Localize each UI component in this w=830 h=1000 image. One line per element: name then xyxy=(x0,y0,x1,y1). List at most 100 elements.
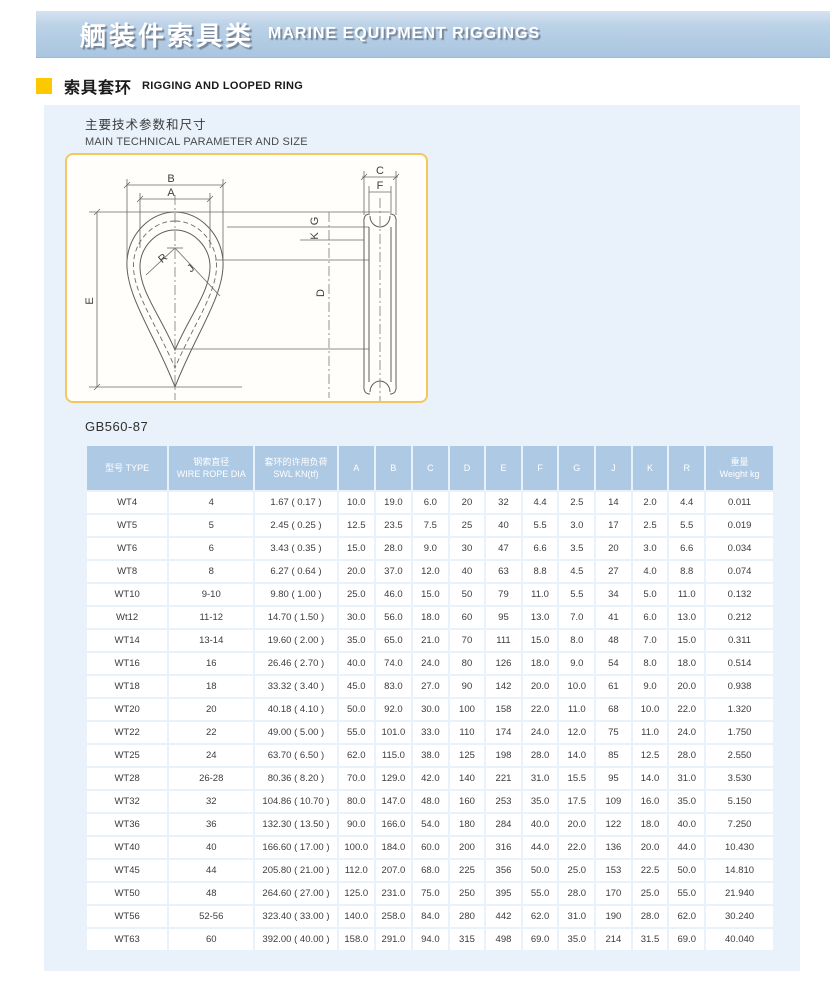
table-cell: 214 xyxy=(596,929,631,950)
table-cell: 95 xyxy=(486,607,521,628)
table-cell: 258.0 xyxy=(375,906,411,927)
table-cell: 95 xyxy=(596,768,631,789)
table-cell: 24.0 xyxy=(413,653,448,674)
page-banner: 舾装件索具类 MARINE EQUIPMENT RIGGINGS xyxy=(36,11,830,58)
table-row: WT45 44 205.80 ( 21.00 ) 112.0 207.0 68.0 225 3… xyxy=(87,860,773,881)
table-cell: 132.30 ( 13.50 ) xyxy=(255,814,337,835)
banner-title-en: MARINE EQUIPMENT RIGGINGS xyxy=(268,25,541,42)
table-cell: 284 xyxy=(486,814,521,835)
dim-label-b: B xyxy=(167,173,174,185)
table-cell: 221 xyxy=(486,768,521,789)
column-header: A xyxy=(338,446,374,490)
spec-table: 型号 TYPE 钢索直径 WIRE ROPE DIA 套环的许用负荷 SWL KN(tf… xyxy=(85,444,775,952)
table-cell: 11.0 xyxy=(522,584,558,605)
table-cell: 225 xyxy=(449,860,485,881)
table-cell: 28.0 xyxy=(559,883,595,904)
table-cell: Wt12 xyxy=(87,607,168,628)
table-cell: 0.011 xyxy=(706,492,773,513)
table-cell: 60 xyxy=(449,607,485,628)
table-cell: 22.0 xyxy=(559,837,595,858)
table-cell: 316 xyxy=(486,837,521,858)
table-cell: 80 xyxy=(449,653,485,674)
table-cell: 15.0 xyxy=(522,630,558,651)
table-cell: 54.0 xyxy=(413,814,448,835)
table-row: WT40 40 166.60 ( 17.00 ) 100.0 184.0 60.0 200 3… xyxy=(87,837,773,858)
table-cell: 35.0 xyxy=(522,791,558,812)
table-cell: 11.0 xyxy=(669,584,705,605)
table-cell: 25.0 xyxy=(338,584,374,605)
table-cell: 14 xyxy=(596,492,631,513)
table-cell: 18.0 xyxy=(413,607,448,628)
table-cell: 12.0 xyxy=(559,722,595,743)
table-cell: 94.0 xyxy=(413,929,448,950)
table-cell: 126 xyxy=(486,653,521,674)
table-cell: 12.5 xyxy=(632,745,668,766)
table-cell: WT25 xyxy=(87,745,168,766)
table-cell: WT40 xyxy=(87,837,168,858)
table-cell: 16 xyxy=(169,653,254,674)
table-cell: WT18 xyxy=(87,676,168,697)
table-row: WT4 4 1.67 ( 0.17 ) 10.0 19.0 6.0 20 32 4.4 2.5 14… xyxy=(87,492,773,513)
dim-label-j: J xyxy=(185,262,197,275)
dim-label-f: F xyxy=(377,180,384,192)
table-cell: 7.250 xyxy=(706,814,773,835)
section-title-en: RIGGING AND LOOPED RING xyxy=(142,80,304,92)
table-cell: 0.212 xyxy=(706,607,773,628)
table-cell: 40.0 xyxy=(669,814,705,835)
table-body: WT4 4 1.67 ( 0.17 ) 10.0 19.0 6.0 20 32 4.4 2.5 14… xyxy=(87,492,773,950)
table-cell: 122 xyxy=(596,814,631,835)
table-cell: 129.0 xyxy=(375,768,411,789)
table-cell: 30.0 xyxy=(413,699,448,720)
table-cell: 38.0 xyxy=(413,745,448,766)
table-cell: 109 xyxy=(596,791,631,812)
dim-label-c: C xyxy=(376,165,384,177)
table-cell: 3.5 xyxy=(559,538,595,559)
table-cell: 40.0 xyxy=(338,653,374,674)
table-cell: 32 xyxy=(169,791,254,812)
table-cell: 498 xyxy=(486,929,521,950)
table-cell: 83.0 xyxy=(375,676,411,697)
table-cell: 8.8 xyxy=(669,561,705,582)
table-cell: 69.0 xyxy=(669,929,705,950)
table-row: WT20 20 40.18 ( 4.10 ) 50.0 92.0 30.0 100 158 22… xyxy=(87,699,773,720)
table-cell: 44 xyxy=(169,860,254,881)
table-cell: 37.0 xyxy=(375,561,411,582)
table-cell: WT16 xyxy=(87,653,168,674)
table-cell: 80.0 xyxy=(338,791,374,812)
table-cell: 35.0 xyxy=(559,929,595,950)
table-cell: 92.0 xyxy=(375,699,411,720)
table-cell: WT4 xyxy=(87,492,168,513)
column-header: K xyxy=(632,446,668,490)
table-cell: 65.0 xyxy=(375,630,411,651)
table-cell: 112.0 xyxy=(338,860,374,881)
table-cell: 30 xyxy=(449,538,485,559)
table-cell: 140.0 xyxy=(338,906,374,927)
table-cell: 0.074 xyxy=(706,561,773,582)
table-cell: 8.0 xyxy=(632,653,668,674)
table-cell: 48.0 xyxy=(413,791,448,812)
table-cell: 60.0 xyxy=(413,837,448,858)
table-cell: 315 xyxy=(449,929,485,950)
table-row: WT5 5 2.45 ( 0.25 ) 12.5 23.5 7.5 25 40 5.5 3.0 17… xyxy=(87,515,773,536)
table-row: WT28 26-28 80.36 ( 8.20 ) 70.0 129.0 42.0 140 2… xyxy=(87,768,773,789)
table-cell: 22.5 xyxy=(632,860,668,881)
table-cell: 22.0 xyxy=(669,699,705,720)
table-cell: 4.4 xyxy=(669,492,705,513)
banner-title-zh: 舾装件索具类 xyxy=(80,20,255,51)
table-cell: 14.70 ( 1.50 ) xyxy=(255,607,337,628)
table-cell: WT63 xyxy=(87,929,168,950)
table-cell: 30.240 xyxy=(706,906,773,927)
table-cell: 170 xyxy=(596,883,631,904)
table-cell: 15.5 xyxy=(559,768,595,789)
table-cell: 32 xyxy=(486,492,521,513)
table-cell: WT22 xyxy=(87,722,168,743)
table-cell: 6.0 xyxy=(413,492,448,513)
table-cell: 0.311 xyxy=(706,630,773,651)
table-cell: WT14 xyxy=(87,630,168,651)
table-cell: 40.0 xyxy=(522,814,558,835)
table-cell: 13.0 xyxy=(669,607,705,628)
table-cell: 14.0 xyxy=(632,768,668,789)
column-header: B xyxy=(375,446,411,490)
table-cell: 21.940 xyxy=(706,883,773,904)
